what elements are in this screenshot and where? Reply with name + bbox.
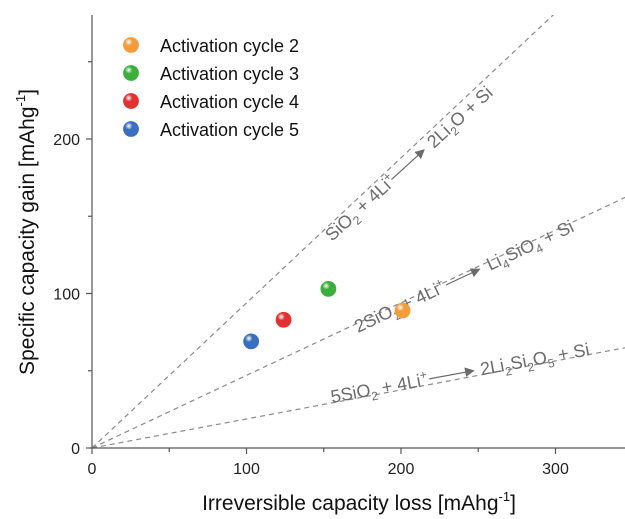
- reaction-label-li4sio4: 2SiO2 + 4Li+ Li4SiO4 + Si: [350, 216, 578, 340]
- x-tick-label: 100: [233, 461, 260, 478]
- reaction-label-li2o: SiO2 + 4Li+ 2Li2O + Si: [320, 82, 499, 248]
- reference-line: [92, 196, 625, 448]
- y-tick-label: 200: [53, 132, 80, 149]
- data-point: [243, 333, 260, 350]
- data-point: [320, 280, 337, 297]
- legend: Activation cycle 2 Activation cycle 3 Acti…: [123, 36, 299, 140]
- svg-text:2Li2O + Si: 2Li2O + Si: [423, 82, 499, 155]
- legend-label: Activation cycle 4: [160, 92, 299, 112]
- reaction-label-li2si2o5: 5SiO2 + 4Li+ 2Li2Si2O5 + Si: [329, 339, 592, 410]
- x-axis-title: Irreversible capacity loss [mAhg-1]: [202, 489, 516, 515]
- legend-label: Activation cycle 2: [160, 36, 299, 56]
- axis-ticks: 01002003000100200300: [53, 61, 569, 478]
- reference-line: [92, 347, 625, 448]
- legend-marker: [123, 65, 139, 81]
- legend-marker: [123, 121, 139, 137]
- x-tick-label: 0: [88, 461, 97, 478]
- legend-label: Activation cycle 5: [160, 120, 299, 140]
- y-tick-label: 100: [53, 287, 80, 304]
- legend-marker: [123, 93, 139, 109]
- data-point: [275, 311, 292, 328]
- x-tick-label: 300: [542, 461, 569, 478]
- svg-text:Li4SiO4 + Si: Li4SiO4 + Si: [483, 216, 578, 278]
- x-tick-label: 200: [388, 461, 415, 478]
- reference-line: [92, 15, 555, 448]
- legend-label: Activation cycle 3: [160, 64, 299, 84]
- data-point: [394, 302, 411, 319]
- y-tick-label: 0: [71, 441, 80, 458]
- reference-lines: [92, 15, 625, 448]
- svg-text:5SiO2 + 4Li+: 5SiO2 + 4Li+: [329, 367, 430, 410]
- y-axis-title: Specific capacity gain [mAhg-1]: [13, 89, 39, 375]
- svg-text:SiO2 + 4Li+: SiO2 + 4Li+: [320, 169, 403, 248]
- legend-marker: [123, 37, 139, 53]
- svg-text:2Li2Si2O5 + Si: 2Li2Si2O5 + Si: [479, 339, 592, 383]
- data-points: [243, 280, 411, 350]
